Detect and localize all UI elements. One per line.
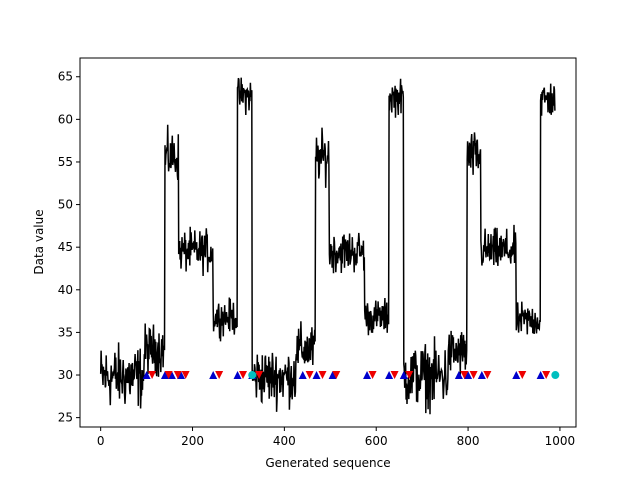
down-marker-7 [305, 371, 314, 380]
down-marker-17 [542, 371, 551, 380]
circle-marker-0 [248, 371, 257, 380]
y-tick-label: 45 [58, 240, 73, 254]
y-axis-label: Data value [32, 209, 46, 274]
down-marker-9 [332, 371, 341, 380]
y-tick-label: 35 [58, 325, 73, 339]
up-marker-5 [233, 371, 242, 380]
up-marker-14 [464, 371, 473, 380]
up-marker-9 [328, 371, 337, 380]
up-marker-7 [298, 371, 307, 380]
y-tick-label: 55 [58, 155, 73, 169]
down-marker-15 [483, 371, 492, 380]
down-marker-14 [469, 371, 478, 380]
up-marker-0 [142, 371, 151, 380]
y-tick-label: 65 [58, 70, 73, 84]
y-tick-label: 25 [58, 411, 73, 425]
y-tick-label: 40 [58, 283, 73, 297]
up-marker-1 [160, 371, 169, 380]
up-marker-17 [536, 371, 545, 380]
down-marker-11 [390, 371, 399, 380]
up-marker-3 [177, 371, 186, 380]
down-marker-5 [239, 371, 248, 380]
up-marker-13 [454, 371, 463, 380]
axes-frame [79, 57, 577, 428]
up-marker-8 [312, 371, 321, 380]
y-tick-label: 60 [58, 112, 73, 126]
down-marker-12 [405, 371, 414, 380]
down-marker-1 [164, 371, 173, 380]
series-layer [99, 77, 556, 415]
up-marker-12 [399, 371, 408, 380]
up-marker-4 [209, 371, 218, 380]
x-tick-label: 800 [457, 434, 480, 448]
circle-marker-1 [551, 371, 560, 380]
down-marker-8 [318, 371, 327, 380]
x-tick-label: 600 [365, 434, 388, 448]
x-axis-ticks: 0 200 400 600 800 1000 [97, 427, 575, 448]
down-marker-4 [215, 371, 224, 380]
y-tick-label: 30 [58, 368, 73, 382]
up-marker-2 [167, 371, 176, 380]
x-tick-label: 1000 [545, 434, 576, 448]
series-line-0 [99, 77, 556, 415]
x-tick-label: 0 [97, 434, 105, 448]
marker-layer [142, 371, 560, 380]
x-tick-label: 200 [181, 434, 204, 448]
x-axis-label: Generated sequence [265, 456, 390, 470]
y-axis-ticks: 25 30 35 40 45 50 55 60 65 [58, 70, 80, 425]
up-marker-16 [512, 371, 521, 380]
down-marker-10 [368, 371, 377, 380]
down-marker-2 [173, 371, 182, 380]
down-marker-16 [518, 371, 527, 380]
x-tick-label: 400 [273, 434, 296, 448]
down-marker-13 [460, 371, 469, 380]
down-marker-0 [148, 371, 157, 380]
up-marker-15 [477, 371, 486, 380]
up-marker-10 [363, 371, 372, 380]
down-marker-6 [255, 371, 264, 380]
y-tick-label: 50 [58, 198, 73, 212]
down-marker-3 [181, 371, 190, 380]
up-marker-11 [385, 371, 394, 380]
